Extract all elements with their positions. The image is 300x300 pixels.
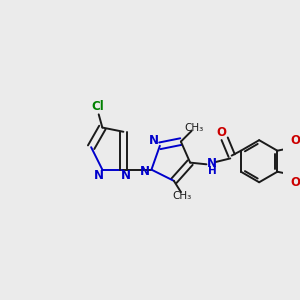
Text: O: O — [290, 176, 300, 189]
Text: CH₃: CH₃ — [185, 123, 204, 133]
Text: H: H — [208, 166, 216, 176]
Text: N: N — [94, 169, 104, 182]
Text: Cl: Cl — [91, 100, 104, 113]
Text: O: O — [217, 126, 227, 139]
Text: N: N — [140, 164, 150, 178]
Text: N: N — [149, 134, 159, 147]
Text: CH₃: CH₃ — [173, 191, 192, 201]
Text: O: O — [290, 134, 300, 147]
Text: N: N — [207, 157, 217, 170]
Text: N: N — [121, 169, 130, 182]
